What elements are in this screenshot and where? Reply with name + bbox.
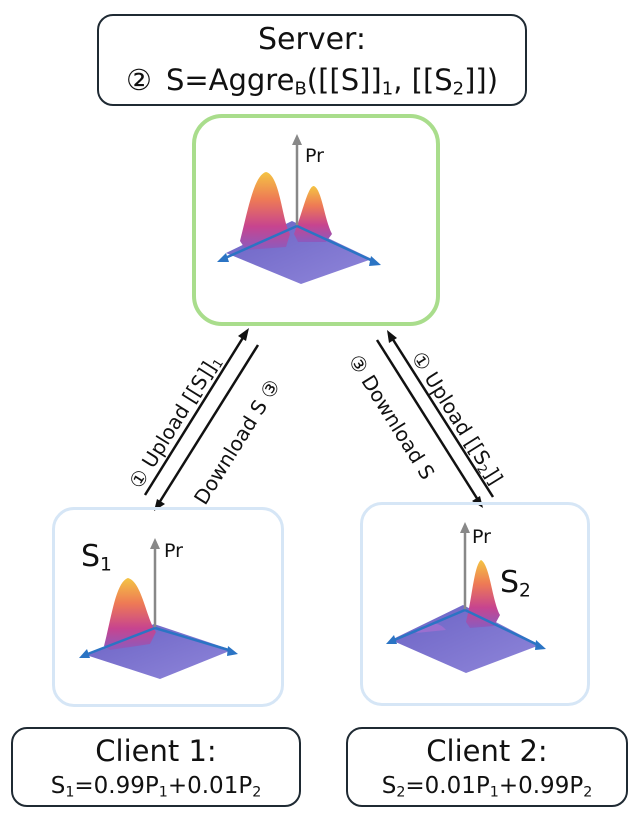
server-axis-label: Pr (305, 145, 324, 167)
formula-part: S=Aggre (165, 63, 295, 97)
formula-part: =0.99P (74, 773, 159, 799)
x-axis (84, 626, 156, 657)
z-axis-arrowhead (150, 538, 160, 549)
formula-part: +0.01P (167, 773, 253, 799)
download-arrow-left (157, 344, 260, 504)
formula-part: S (50, 773, 66, 799)
formula-sub: B (294, 78, 307, 100)
x-axis (391, 608, 466, 643)
client1-axis-label: Pr (164, 540, 183, 562)
surface-base (391, 605, 540, 673)
label-text: S (81, 539, 101, 574)
formula-sub: 2 (452, 78, 465, 100)
y-axis (296, 224, 376, 264)
upload-arrowhead-right (387, 330, 397, 343)
download-arrow-right (375, 339, 480, 501)
y-axis (154, 626, 233, 653)
upload-arrow-right (390, 337, 495, 498)
label-sub: 1 (100, 554, 112, 576)
client2-plot-label: S2 (500, 565, 531, 602)
surface-peak-left (240, 172, 290, 250)
x-axis (222, 224, 298, 261)
formula-part: S (381, 773, 397, 799)
x-axis-arrowhead (217, 253, 229, 262)
server-plot-frame (192, 114, 440, 326)
server-title: Server: (258, 22, 366, 57)
formula-sub: 2 (396, 784, 406, 801)
client2-plot-frame (360, 502, 590, 706)
client1-plot-frame (52, 507, 284, 707)
formula-sub: 2 (583, 784, 593, 801)
y-axis-arrowhead (535, 640, 546, 650)
client1-formula: S1=0.99P1+0.01P2 (13, 771, 299, 801)
client2-box: Client 2: S2=0.01P1+0.99P2 (346, 727, 628, 807)
surface-base (86, 624, 232, 679)
formula-sub: 1 (489, 784, 499, 801)
formula-sub: 1 (381, 78, 394, 100)
client2-title: Client 2: (426, 734, 548, 768)
x-axis-arrowhead (79, 649, 90, 658)
surface-bump (416, 623, 446, 633)
server-formula: ② S=AggreB([[S]]1, [[S2]]) (99, 62, 525, 98)
x-axis-arrowhead (386, 635, 397, 644)
formula-part: +0.99P (498, 773, 584, 799)
surface-peak (466, 560, 500, 628)
label-text: S (500, 565, 520, 600)
formula-sub: 1 (65, 784, 75, 801)
formula-part: ([[S]] (306, 63, 382, 97)
y-axis-arrowhead (227, 646, 238, 656)
label-sub: 2 (519, 580, 531, 602)
z-axis-arrowhead (460, 522, 470, 533)
formula-part: , [[S (393, 63, 453, 97)
formula-sub: 2 (252, 784, 262, 801)
server-box: Server: ② S=AggreB([[S]]1, [[S2]]) (97, 14, 527, 106)
formula-part: ]]) (464, 63, 499, 97)
client2-axis-label: Pr (472, 526, 491, 548)
client1-box: Client 1: S1=0.99P1+0.01P2 (11, 727, 301, 807)
upload-arrowhead-left (238, 328, 249, 341)
y-axis (464, 608, 541, 648)
client2-formula: S2=0.01P1+0.99P2 (348, 771, 626, 801)
client1-title: Client 1: (95, 734, 217, 768)
formula-sub: 1 (158, 784, 168, 801)
z-axis-arrowhead (292, 134, 302, 145)
y-axis-arrowhead (369, 256, 381, 266)
formula-part: =0.01P (405, 773, 490, 799)
upload-arrow-left (143, 335, 246, 496)
client1-plot-label: S1 (81, 539, 112, 576)
step-two-marker: ② (125, 63, 152, 97)
